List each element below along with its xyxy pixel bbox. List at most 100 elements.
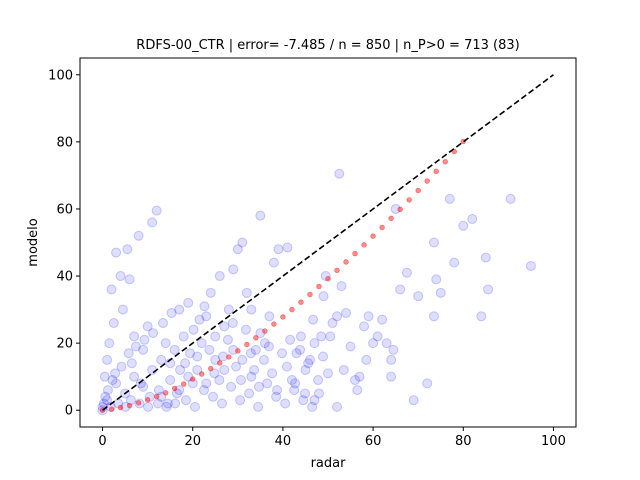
scatter-point bbox=[245, 348, 256, 359]
scatter-point bbox=[189, 401, 200, 412]
scatter-point bbox=[307, 401, 318, 412]
scatter-point bbox=[210, 331, 221, 342]
x-tick-label: 0 bbox=[98, 434, 106, 449]
scatter-point bbox=[111, 378, 122, 389]
scatter-point bbox=[334, 168, 345, 179]
scatter-point bbox=[338, 364, 349, 375]
scatter-point bbox=[280, 398, 291, 409]
scatter-point bbox=[102, 395, 113, 406]
scatter-point bbox=[188, 324, 199, 335]
fit-point bbox=[271, 321, 277, 327]
scatter-point bbox=[254, 381, 265, 392]
y-tick-label: 20 bbox=[56, 337, 73, 352]
scatter-point bbox=[147, 217, 158, 228]
y-tick-label: 0 bbox=[65, 404, 73, 419]
scatter-point bbox=[253, 401, 264, 412]
plot-frame bbox=[79, 57, 577, 428]
scatter-point bbox=[449, 257, 460, 268]
scatter-point bbox=[291, 348, 302, 359]
scatter-point bbox=[246, 371, 257, 382]
scatter-point bbox=[361, 354, 372, 365]
scatter-point bbox=[318, 291, 329, 302]
scatter-point bbox=[235, 375, 246, 386]
scatter-point bbox=[133, 230, 144, 241]
scatter-point bbox=[217, 351, 228, 362]
scatter-point bbox=[401, 267, 412, 278]
scatter-point bbox=[110, 368, 121, 379]
scatter-point bbox=[153, 385, 164, 396]
scatter-point bbox=[267, 368, 278, 379]
scatter-point bbox=[192, 351, 203, 362]
fit-point bbox=[415, 187, 421, 194]
scatter-point bbox=[431, 274, 442, 285]
scatter-point bbox=[386, 371, 397, 382]
scatter-point bbox=[282, 242, 293, 253]
fit-point bbox=[316, 283, 322, 290]
scatter-point bbox=[161, 401, 172, 412]
x-tick-label: 20 bbox=[184, 434, 201, 449]
scatter-point bbox=[199, 301, 210, 312]
scatter-point bbox=[303, 358, 314, 369]
fit-point bbox=[208, 365, 214, 372]
scatter-point bbox=[194, 314, 205, 325]
scatter-point bbox=[483, 284, 494, 295]
fit-point bbox=[379, 224, 385, 231]
scatter-point bbox=[111, 247, 122, 258]
scatter-point bbox=[345, 341, 356, 352]
scatter-point bbox=[138, 381, 149, 392]
fit-point bbox=[289, 306, 295, 313]
scatter-point bbox=[325, 331, 336, 342]
scatter-point bbox=[525, 260, 536, 271]
scatter-point bbox=[332, 401, 343, 412]
scatter-point bbox=[107, 375, 118, 386]
scatter-point bbox=[180, 358, 191, 369]
scatter-point bbox=[476, 311, 487, 322]
scatter-point bbox=[332, 311, 343, 322]
scatter-point bbox=[135, 378, 146, 389]
scatter-point bbox=[480, 252, 491, 263]
fit-point bbox=[352, 250, 358, 257]
scatter-point bbox=[178, 331, 189, 342]
scatter-point bbox=[139, 334, 150, 345]
scatter-point bbox=[444, 193, 455, 204]
scatter-point bbox=[300, 388, 311, 399]
scatter-point bbox=[313, 388, 324, 399]
scatter-point bbox=[170, 398, 181, 409]
scatter-point bbox=[428, 237, 439, 248]
scatter-point bbox=[259, 338, 270, 349]
scatter-point bbox=[175, 364, 186, 375]
scatter-point bbox=[153, 398, 164, 409]
scatter-point bbox=[199, 385, 209, 396]
scatter-point bbox=[156, 391, 167, 402]
scatter-point bbox=[304, 354, 315, 365]
scatter-point bbox=[99, 371, 110, 382]
scatter-point bbox=[115, 271, 126, 282]
scatter-point bbox=[100, 391, 111, 402]
scatter-point bbox=[108, 318, 119, 329]
fit-point bbox=[433, 168, 439, 175]
scatter-point bbox=[458, 220, 469, 231]
fit-point bbox=[108, 406, 115, 412]
scatter-point bbox=[395, 284, 406, 295]
scatter-point bbox=[231, 361, 242, 372]
fit-point bbox=[171, 385, 178, 392]
fit-point bbox=[235, 348, 241, 354]
scatter-point bbox=[117, 304, 128, 315]
y-tick-label: 100 bbox=[48, 68, 73, 83]
scatter-point bbox=[381, 338, 392, 349]
fit-point bbox=[253, 335, 259, 341]
scatter-point bbox=[123, 348, 134, 359]
scatter-point bbox=[223, 304, 234, 315]
scatter-point bbox=[143, 401, 154, 412]
scatter-point bbox=[208, 391, 219, 402]
scatter-point bbox=[204, 344, 215, 355]
fit-point bbox=[361, 242, 367, 248]
reference-line bbox=[102, 74, 554, 411]
scatter-point bbox=[214, 271, 225, 282]
scatter-point bbox=[295, 331, 306, 342]
scatter-point bbox=[169, 344, 180, 355]
fit-point bbox=[442, 158, 448, 165]
scatter-point bbox=[151, 205, 162, 216]
scatter-point bbox=[237, 354, 248, 365]
